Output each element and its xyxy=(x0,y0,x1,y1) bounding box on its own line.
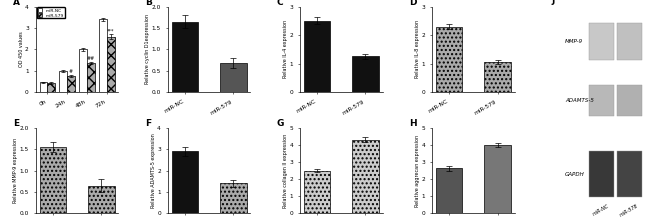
Bar xyxy=(172,151,198,213)
Bar xyxy=(617,151,642,197)
Bar xyxy=(99,19,107,92)
Bar xyxy=(484,145,511,213)
Text: G: G xyxy=(277,119,284,128)
Bar xyxy=(352,140,379,213)
Bar xyxy=(589,85,614,116)
Bar xyxy=(40,147,66,213)
Bar xyxy=(617,85,642,116)
Bar xyxy=(47,83,55,92)
Bar xyxy=(67,76,75,92)
Bar xyxy=(617,23,642,60)
Text: #: # xyxy=(69,69,73,74)
Bar xyxy=(304,21,330,92)
Bar xyxy=(172,22,198,92)
Y-axis label: Relative collagen II expression: Relative collagen II expression xyxy=(283,134,288,208)
Bar xyxy=(436,168,462,213)
Bar xyxy=(88,186,114,213)
Bar xyxy=(220,63,246,92)
Y-axis label: Relative IL-4 expression: Relative IL-4 expression xyxy=(283,20,288,78)
Bar xyxy=(59,71,67,92)
Text: miR-578: miR-578 xyxy=(619,203,640,218)
Text: D: D xyxy=(409,0,417,7)
Text: F: F xyxy=(145,119,151,128)
Bar xyxy=(220,183,246,213)
Y-axis label: Relative aggrecan expression: Relative aggrecan expression xyxy=(415,135,420,207)
Bar xyxy=(87,63,95,92)
Text: miR-NC: miR-NC xyxy=(592,203,610,216)
Text: A: A xyxy=(12,0,20,7)
Bar xyxy=(484,62,511,92)
Text: B: B xyxy=(145,0,151,7)
Bar xyxy=(304,171,330,213)
Text: H: H xyxy=(409,119,417,128)
Text: MMP-9: MMP-9 xyxy=(565,39,583,44)
Y-axis label: OD 450 values: OD 450 values xyxy=(19,31,23,67)
Text: GAPDH: GAPDH xyxy=(565,172,585,177)
Bar xyxy=(436,27,462,92)
Y-axis label: Relative MMP-9 expression: Relative MMP-9 expression xyxy=(13,138,18,203)
Y-axis label: Relative cyclin D1expression: Relative cyclin D1expression xyxy=(145,14,150,84)
Bar xyxy=(352,57,379,92)
Bar xyxy=(589,151,614,197)
Text: ##: ## xyxy=(86,56,95,61)
Text: ADAMTS-5: ADAMTS-5 xyxy=(565,98,594,103)
Bar xyxy=(589,23,614,60)
Y-axis label: Relative IL-8 expression: Relative IL-8 expression xyxy=(415,20,420,78)
Legend: miR-NC, miR-579: miR-NC, miR-579 xyxy=(36,7,64,18)
Text: E: E xyxy=(12,119,19,128)
Text: C: C xyxy=(277,0,283,7)
Text: J: J xyxy=(552,0,555,5)
Bar xyxy=(79,49,87,92)
Text: ***: *** xyxy=(107,28,114,33)
Y-axis label: Relative ADAMTS-5 expression: Relative ADAMTS-5 expression xyxy=(151,133,156,208)
Bar xyxy=(40,82,47,92)
Bar xyxy=(107,37,114,92)
